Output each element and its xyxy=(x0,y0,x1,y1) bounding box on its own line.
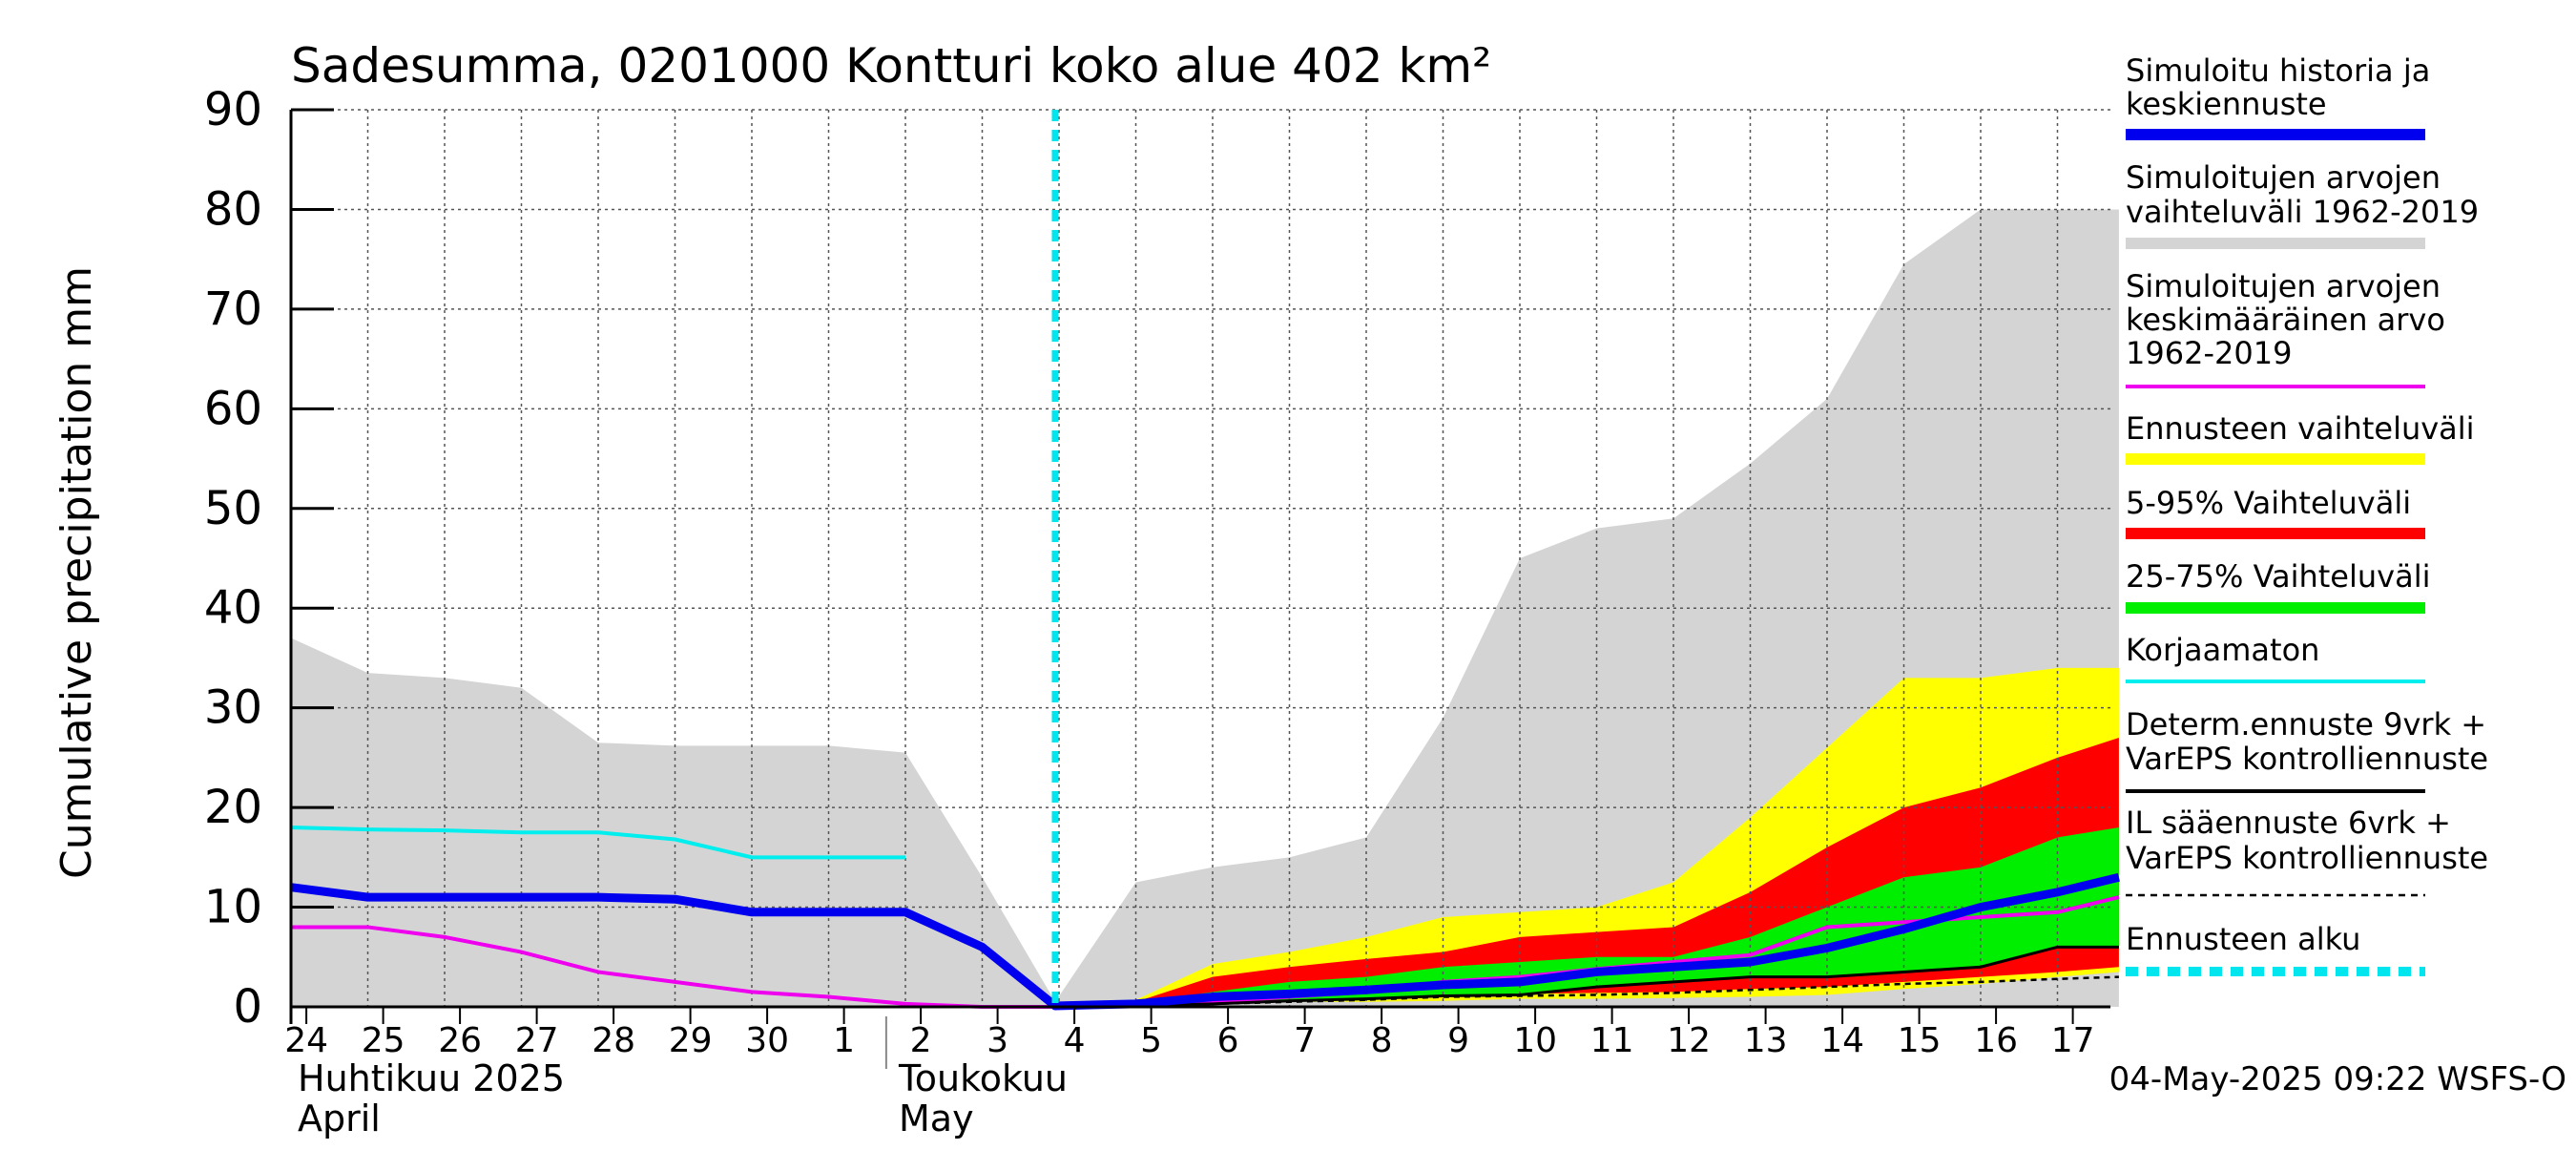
month-label: Toukokuu xyxy=(898,1057,1068,1099)
y-tick-label: 80 xyxy=(204,182,262,236)
legend-label: Simuloitu historia ja xyxy=(2126,52,2430,89)
x-tick-label: 29 xyxy=(669,1021,713,1060)
x-tick-label: 13 xyxy=(1744,1021,1788,1060)
x-tick-label: 25 xyxy=(362,1021,405,1060)
month-label-en: May xyxy=(899,1098,974,1140)
month-label-en: April xyxy=(298,1098,381,1140)
legend-label: Ennusteen vaihteluväli xyxy=(2126,410,2475,447)
chart-title: Sadesumma, 0201000 Kontturi koko alue 40… xyxy=(291,38,1491,94)
x-tick-label: 15 xyxy=(1898,1021,1942,1060)
y-tick-label: 60 xyxy=(204,382,262,435)
timestamp: 04-May-2025 09:22 WSFS-O xyxy=(2109,1060,2566,1098)
p25-75-area xyxy=(1054,827,2119,1007)
mean-line xyxy=(291,895,2120,1009)
x-tick-label: 8 xyxy=(1371,1021,1393,1060)
y-tick-label: 90 xyxy=(204,83,262,136)
x-tick-label: 24 xyxy=(284,1021,328,1060)
y-tick-label: 20 xyxy=(204,781,262,834)
x-tick-label: 30 xyxy=(745,1021,789,1060)
chart-grid xyxy=(291,109,2110,1007)
x-tick-label: 6 xyxy=(1217,1021,1239,1060)
x-tick-label: 17 xyxy=(2051,1021,2095,1060)
x-tick-label: 16 xyxy=(1974,1021,2018,1060)
x-tick-label: 9 xyxy=(1447,1021,1469,1060)
x-tick-label: 5 xyxy=(1140,1021,1162,1060)
legend-label: 25-75% Vaihteluväli xyxy=(2126,558,2430,595)
y-tick-label: 10 xyxy=(204,881,262,934)
legend-label: IL sääennuste 6vrk + xyxy=(2126,805,2451,841)
y-tick-label: 50 xyxy=(204,482,262,535)
month-label: Huhtikuu 2025 xyxy=(298,1057,565,1099)
x-tick-label: 12 xyxy=(1667,1021,1711,1060)
legend-label: Korjaamaton xyxy=(2126,632,2319,668)
y-axis-label: Cumulative precipitation mm xyxy=(52,266,101,879)
legend-label: keskimääräinen arvo xyxy=(2126,302,2445,338)
x-tick-label: 3 xyxy=(987,1021,1008,1060)
y-tick-label: 0 xyxy=(233,980,262,1034)
legend-label: 5-95% Vaihteluväli xyxy=(2126,485,2411,521)
x-tick-label: 27 xyxy=(515,1021,559,1060)
y-tick-label: 70 xyxy=(204,282,262,336)
x-tick-label: 11 xyxy=(1590,1021,1634,1060)
determ-forecast-line xyxy=(1054,945,2119,1009)
legend-label: Simuloitujen arvojen xyxy=(2126,268,2441,304)
chart-axes xyxy=(289,108,2110,1069)
legend-label: keskiennuste xyxy=(2126,86,2327,122)
x-tick-label: 28 xyxy=(592,1021,635,1060)
x-tick-label: 1 xyxy=(833,1021,855,1060)
legend-label: vaihteluväli 1962-2019 xyxy=(2126,194,2479,230)
y-tick-label: 30 xyxy=(204,681,262,735)
x-tick-label: 26 xyxy=(438,1021,482,1060)
x-tick-label: 4 xyxy=(1064,1021,1086,1060)
legend-label: Determ.ennuste 9vrk + xyxy=(2126,706,2486,742)
legend-label: 1962-2019 xyxy=(2126,335,2292,371)
legend-label: VarEPS kontrolliennuste xyxy=(2126,840,2488,876)
x-tick-label: 10 xyxy=(1513,1021,1557,1060)
chart-lines xyxy=(290,110,2120,1011)
legend-label: Simuloitujen arvojen xyxy=(2126,159,2441,196)
x-tick-label: 2 xyxy=(910,1021,932,1060)
x-tick-label: 7 xyxy=(1294,1021,1316,1060)
uncorrected-line xyxy=(290,826,905,860)
y-tick-label: 40 xyxy=(204,581,262,635)
legend-label: VarEPS kontrolliennuste xyxy=(2126,741,2488,777)
legend-label: Ennusteen alku xyxy=(2126,921,2360,957)
chart-text: Sadesumma, 0201000 Kontturi koko alue 40… xyxy=(52,38,2566,1140)
x-tick-label: 14 xyxy=(1820,1021,1864,1060)
simulated-line xyxy=(290,872,2120,1011)
